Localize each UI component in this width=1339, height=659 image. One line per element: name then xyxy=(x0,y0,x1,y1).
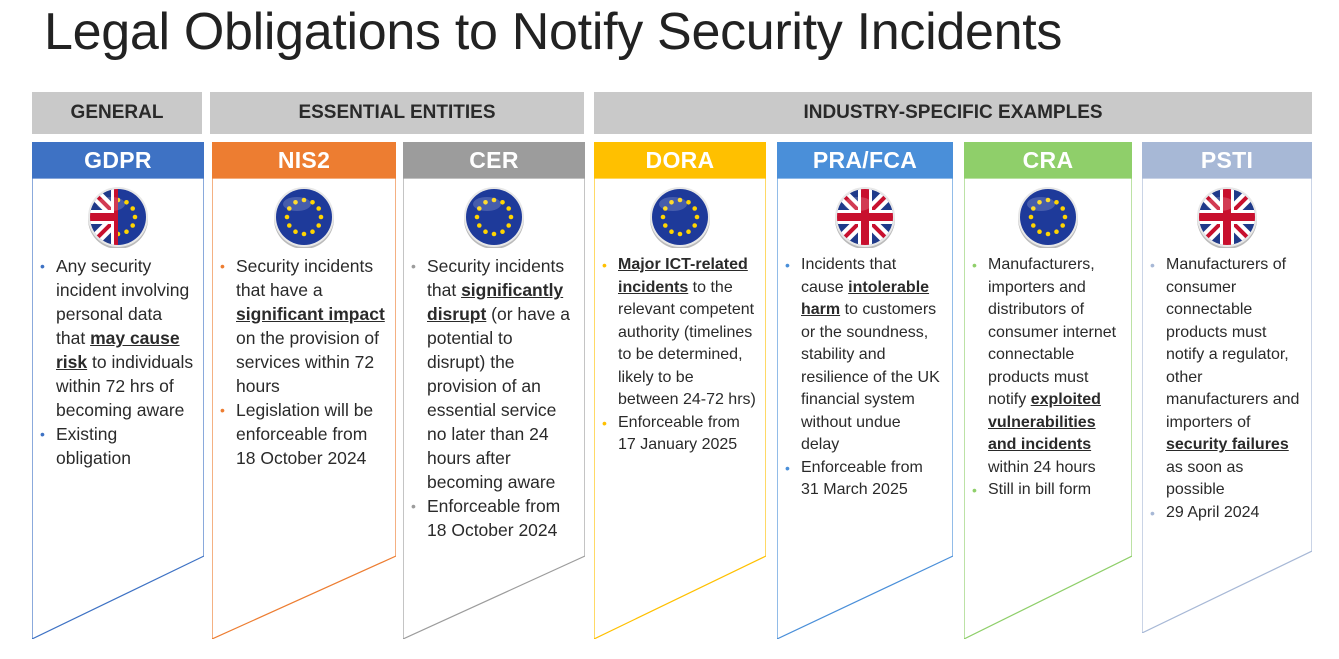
bullet-item: Enforceable from 17 January 2025 xyxy=(594,412,756,457)
column-header: PSTI xyxy=(1142,142,1312,178)
bullet-list: Manufacturers of consumer connectable pr… xyxy=(1142,254,1302,524)
emphasis-text: security failures xyxy=(1166,436,1289,453)
bullet-item: Enforceable from 18 October 2024 xyxy=(403,494,575,542)
bullet-item: Manufacturers, importers and distributor… xyxy=(964,254,1122,479)
bullet-text: to individuals within 72 hrs of becoming… xyxy=(56,352,194,420)
bullet-list: Major ICT-related incidents to the relev… xyxy=(594,254,756,457)
bullet-text: Still in bill form xyxy=(988,481,1092,498)
column-header: DORA xyxy=(594,142,766,178)
bullet-item: Existing obligation xyxy=(32,422,194,470)
column-header: NIS2 xyxy=(212,142,396,178)
emphasis-text: intolerable harm xyxy=(801,278,930,319)
column-dora: DORA Major ICT-related incidents to the … xyxy=(594,142,766,639)
bullet-item: Manufacturers of consumer connectable pr… xyxy=(1142,254,1302,502)
bullet-text: Incidents that cause xyxy=(801,256,897,296)
uk-flag-icon xyxy=(834,186,896,249)
bullet-text: as soon as possible xyxy=(1166,458,1244,499)
bullet-item: Enforceable from 31 March 2025 xyxy=(777,457,943,502)
eu-flag-icon xyxy=(649,186,711,249)
bullet-list: Incidents that cause intolerable harm to… xyxy=(777,254,943,502)
eu-flag-icon xyxy=(273,186,335,249)
column-pra-fca: PRA/FCA Incidents that cause intolerable… xyxy=(777,142,953,639)
bullet-text: Any security incident involving personal… xyxy=(56,256,190,348)
emphasis-text: significant impact xyxy=(236,304,385,324)
bullet-text: 29 April 2024 xyxy=(1166,503,1260,521)
bullet-item: Security incidents that have a significa… xyxy=(212,254,386,398)
column-cra: CRA Manufacturers, importers and distrib… xyxy=(964,142,1132,639)
bullet-list: Any security incident involving personal… xyxy=(32,254,194,470)
column-cer: CER Security incidents that significantl… xyxy=(403,142,585,639)
bullet-text: Manufacturers, importers and distributor… xyxy=(988,256,1117,408)
bullet-text: (or have a potential to disrupt) the pro… xyxy=(427,304,570,492)
bullet-item: Major ICT-related incidents to the relev… xyxy=(594,254,756,412)
group-industry-specific: INDUSTRY-SPECIFIC EXAMPLES xyxy=(594,92,1312,134)
group-general: GENERAL xyxy=(32,92,202,134)
emphasis-text: significantly disrupt xyxy=(427,280,564,324)
bullet-list: Security incidents that have a significa… xyxy=(212,254,386,470)
column-nis2: NIS2 Security incidents that have a sign… xyxy=(212,142,396,639)
bullet-item: Legislation will be enforceable from 18 … xyxy=(212,398,386,470)
bullet-text: within 24 hours xyxy=(988,458,1096,476)
column-gdpr: GDPR Any security incident involving per… xyxy=(32,142,204,639)
bullet-item: Incidents that cause intolerable harm to… xyxy=(777,254,943,457)
bullet-item: Any security incident involving personal… xyxy=(32,254,194,422)
bullet-item: Still in bill form xyxy=(964,479,1122,502)
page-title: Legal Obligations to Notify Security Inc… xyxy=(44,3,1063,61)
emphasis-text: exploited vulnerabilities and incidents xyxy=(988,391,1101,453)
column-header: CER xyxy=(403,142,585,178)
column-header: CRA xyxy=(964,142,1132,178)
bullet-text: Enforceable from 17 January 2025 xyxy=(618,413,740,454)
bullet-text: Security incidents that xyxy=(427,256,565,300)
group-essential-entities: ESSENTIAL ENTITIES xyxy=(210,92,584,134)
bullet-item: 29 April 2024 xyxy=(1142,502,1302,525)
bullet-text: Existing obligation xyxy=(56,424,131,468)
eu-flag-icon xyxy=(463,186,525,249)
bullet-text: to customers or the soundness, stability… xyxy=(801,301,940,453)
eu-uk-split-flag-icon xyxy=(87,186,149,249)
bullet-list: Security incidents that significantly di… xyxy=(403,254,575,542)
bullet-text: Legislation will be enforceable from 18 … xyxy=(236,400,374,468)
emphasis-text: Major ICT-related incidents xyxy=(618,256,748,296)
bullet-text: to the relevant competent authority (tim… xyxy=(618,278,756,409)
bullet-text: on the provision of services within 72 h… xyxy=(236,328,380,396)
bullet-text: Enforceable from 18 October 2024 xyxy=(427,496,561,540)
eu-flag-icon xyxy=(1017,186,1079,249)
column-psti: PSTI Manufacturers of consumer connectab… xyxy=(1142,142,1312,633)
bullet-item: Security incidents that significantly di… xyxy=(403,254,575,494)
bullet-text: Manufacturers of consumer connectable pr… xyxy=(1166,256,1300,431)
uk-flag-icon xyxy=(1196,186,1258,249)
bullet-list: Manufacturers, importers and distributor… xyxy=(964,254,1122,502)
bullet-text: Security incidents that have a xyxy=(236,256,374,300)
bullet-text: Enforceable from 31 March 2025 xyxy=(801,458,923,499)
column-header: GDPR xyxy=(32,142,204,178)
emphasis-text: may cause risk xyxy=(56,328,180,372)
column-header: PRA/FCA xyxy=(777,142,953,178)
